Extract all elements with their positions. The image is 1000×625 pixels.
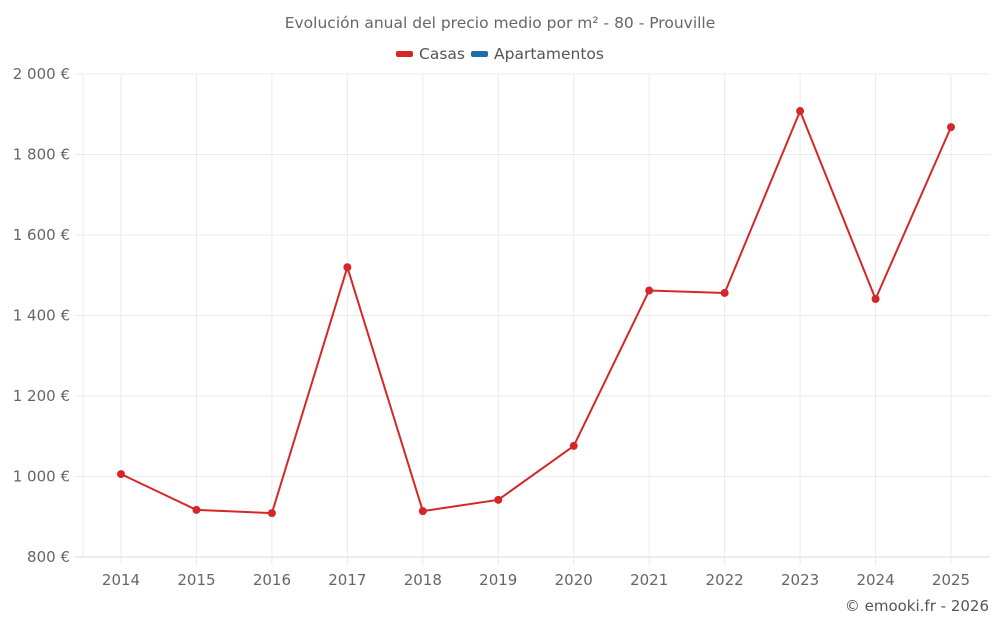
x-tick-label: 2015 <box>177 571 215 589</box>
data-point[interactable] <box>117 470 125 479</box>
legend-item-apartamentos[interactable]: Apartamentos <box>471 45 604 63</box>
x-tick-label: 2020 <box>555 571 593 589</box>
x-tick-label: 2014 <box>102 571 140 589</box>
data-point[interactable] <box>947 123 955 132</box>
x-tick-label: 2021 <box>630 571 668 589</box>
chart-title: Evolución anual del precio medio por m² … <box>284 14 716 32</box>
x-tick-label: 2018 <box>404 571 442 589</box>
x-tick-label: 2016 <box>253 571 291 589</box>
y-tick-label: 1 200 € <box>13 387 70 405</box>
series-line-casas <box>120 108 952 515</box>
legend: Casas Apartamentos <box>0 45 1000 63</box>
data-point[interactable] <box>267 509 276 518</box>
y-tick-label: 1 000 € <box>13 468 70 486</box>
x-tick-label: 2024 <box>856 571 894 589</box>
x-tick-label: 2017 <box>328 571 366 589</box>
y-tick-label: 800 € <box>27 548 70 566</box>
data-point[interactable] <box>569 441 578 450</box>
y-tick-label: 1 800 € <box>13 146 70 164</box>
data-point[interactable] <box>418 507 427 516</box>
y-tick-label: 1 400 € <box>13 307 70 325</box>
legend-item-casas[interactable]: Casas <box>396 45 465 63</box>
data-point[interactable] <box>494 495 503 504</box>
credit-text: © emooki.fr - 2026 <box>844 597 989 615</box>
data-point[interactable] <box>871 294 880 303</box>
x-tick-label: 2025 <box>932 571 970 589</box>
data-point[interactable] <box>720 288 729 297</box>
legend-label-apartamentos: Apartamentos <box>494 45 604 63</box>
data-point[interactable] <box>645 286 654 295</box>
apartamentos-swatch-icon <box>471 51 488 57</box>
x-tick-label: 2022 <box>706 571 744 589</box>
y-tick-label: 1 600 € <box>13 226 70 244</box>
x-tick-label: 2019 <box>479 571 517 589</box>
y-tick-label: 2 000 € <box>13 65 70 83</box>
x-tick-label: 2023 <box>781 571 819 589</box>
data-point[interactable] <box>343 263 352 272</box>
data-point[interactable] <box>192 505 201 514</box>
legend-label-casas: Casas <box>419 45 465 63</box>
data-point[interactable] <box>796 107 805 116</box>
casas-swatch-icon <box>396 51 414 57</box>
